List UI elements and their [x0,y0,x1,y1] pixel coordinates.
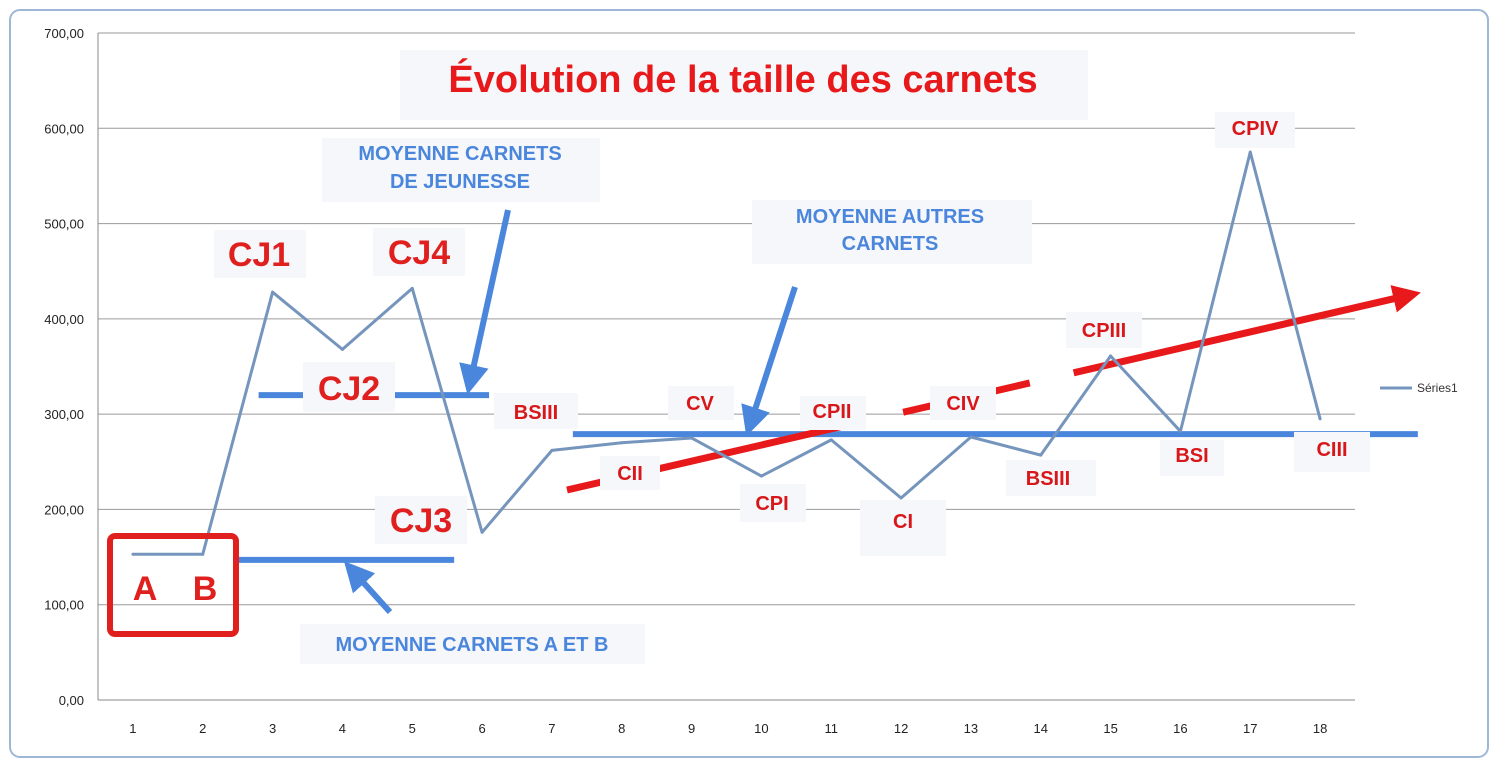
label-bsiii-2: BSIII [1026,468,1070,490]
label-b: B [193,570,218,608]
x-tick-label: 3 [269,721,276,736]
label-cpiii: CPIII [1082,320,1126,342]
data-point [201,552,205,556]
x-tick-label: 9 [688,721,695,736]
arrow-autres [741,286,798,437]
x-tick-label: 11 [825,721,839,736]
x-tick-label: 1 [129,721,136,736]
x-tick-label: 17 [1243,721,1257,736]
data-point [690,436,694,440]
data-point [410,286,414,290]
y-tick-label: 200,00 [44,502,84,517]
data-point [1039,453,1043,457]
data-point [131,552,135,556]
data-point [271,290,275,294]
label-bsi: BSI [1175,445,1208,467]
data-point [1109,354,1113,358]
x-tick-label: 13 [964,721,978,736]
red-big-annotations: A B CJ1 CJ2 CJ3 CJ4 [133,228,467,608]
x-tick-label: 12 [894,721,908,736]
x-tick-label: 15 [1103,721,1117,736]
label-avg-jeunesse-line2: DE JEUNESSE [390,171,530,193]
label-avg-ab: MOYENNE CARNETS A ET B [336,634,609,656]
data-point [969,435,973,439]
label-cii: CII [617,463,643,485]
y-axis-ticks: 0,00 100,00 200,00 300,00 400,00 500,00 600,00… [44,26,84,708]
y-tick-label: 600,00 [44,121,84,136]
data-point [1248,150,1252,154]
label-avg-autres-line2: CARNETS [842,233,939,255]
arrow-jeunesse [459,209,511,395]
label-avg-jeunesse-line1: MOYENNE CARNETS [358,143,561,165]
legend: Séries1 [1380,381,1458,395]
y-tick-label: 500,00 [44,217,84,232]
y-tick-label: 700,00 [44,26,84,41]
x-tick-label: 14 [1034,721,1048,736]
data-point [620,441,624,445]
y-tick-label: 300,00 [44,407,84,422]
chart-title: Évolution de la taille des carnets [448,57,1037,101]
label-cv: CV [686,393,714,415]
data-point [759,474,763,478]
label-cj3: CJ3 [390,502,452,540]
label-avg-autres-line1: MOYENNE AUTRES [796,206,984,228]
data-point [1178,429,1182,433]
y-tick-label: 0,00 [59,693,84,708]
arrow-ab [343,561,393,615]
x-axis-ticks: 1 2 3 4 5 6 7 8 9 10 11 12 13 14 15 16 17 18 [129,721,1327,736]
ab-box [107,533,239,637]
x-tick-label: 18 [1313,721,1327,736]
series-line [132,150,1322,556]
x-tick-label: 2 [199,721,206,736]
y-tick-label: 400,00 [44,312,84,327]
data-point [340,347,344,351]
label-civ: CIV [946,393,980,415]
label-ciii: CIII [1316,439,1347,461]
x-tick-label: 5 [409,721,416,736]
label-a: A [133,570,158,608]
data-point [480,530,484,534]
label-cpi: CPI [755,493,788,515]
data-point [1318,417,1322,421]
x-tick-label: 8 [618,721,625,736]
label-ci: CI [893,511,913,533]
x-tick-label: 10 [754,721,768,736]
x-tick-label: 16 [1173,721,1187,736]
x-tick-label: 7 [548,721,555,736]
y-tick-label: 100,00 [44,598,84,613]
label-cpiv: CPIV [1232,118,1279,140]
x-tick-label: 6 [478,721,485,736]
data-point [550,448,554,452]
blue-annotations: MOYENNE CARNETS DE JEUNESSE MOYENNE AUTR… [300,138,1032,664]
label-cj2: CJ2 [318,370,380,408]
label-cpii: CPII [813,401,852,423]
data-point [899,496,903,500]
legend-label: Séries1 [1417,381,1458,395]
x-tick-label: 4 [339,721,346,736]
data-point [829,438,833,442]
data-series [131,150,1322,556]
label-cj1: CJ1 [228,236,290,274]
label-cj4: CJ4 [388,234,450,272]
label-bsiii-1: BSIII [514,402,558,424]
red-small-annotations: BSIII CV CII CPI CPII CI CIV BSIII CPIII… [494,112,1370,556]
